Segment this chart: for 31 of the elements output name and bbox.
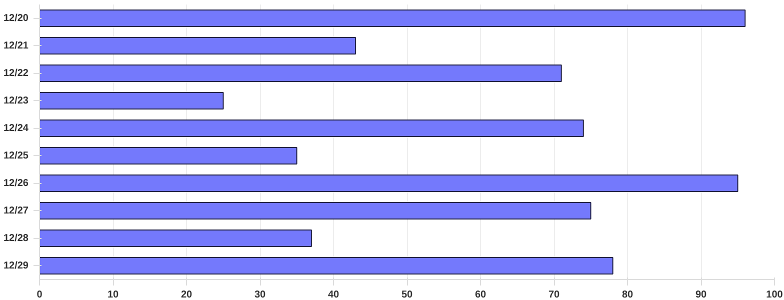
x-tick-label: 30 — [254, 290, 266, 300]
x-tick-label: 10 — [107, 290, 119, 300]
x-tick-label: 100 — [766, 290, 784, 300]
bar — [40, 202, 592, 220]
bar — [40, 147, 298, 164]
y-tick-label: 12/23 — [3, 95, 29, 106]
x-tick-label: 90 — [695, 290, 707, 300]
y-tick-label: 12/26 — [3, 178, 29, 189]
y-tick-label: 12/21 — [3, 40, 29, 52]
x-tick-label: 20 — [180, 290, 192, 300]
y-tick-label: 12/22 — [3, 68, 29, 79]
x-tick-label: 40 — [328, 290, 340, 300]
y-tick-label: 12/25 — [3, 150, 29, 162]
bar — [40, 257, 614, 274]
x-tick-label: 50 — [401, 290, 413, 300]
bar — [40, 37, 356, 54]
y-tick-label: 12/20 — [3, 12, 29, 24]
bar — [40, 174, 738, 192]
x-tick-label: 80 — [622, 290, 634, 300]
x-tick-label: 70 — [548, 290, 560, 300]
x-tick-label: 0 — [36, 290, 43, 300]
y-tick-label: 12/28 — [3, 232, 29, 244]
y-tick-label: 12/27 — [3, 205, 29, 216]
bar — [40, 230, 312, 247]
y-tick-label: 12/24 — [3, 122, 29, 134]
bar — [40, 92, 224, 110]
bar — [40, 120, 584, 137]
bar — [40, 10, 746, 27]
x-tick-label: 60 — [474, 290, 486, 300]
y-tick-label: 12/29 — [3, 260, 29, 272]
bar — [40, 64, 562, 82]
